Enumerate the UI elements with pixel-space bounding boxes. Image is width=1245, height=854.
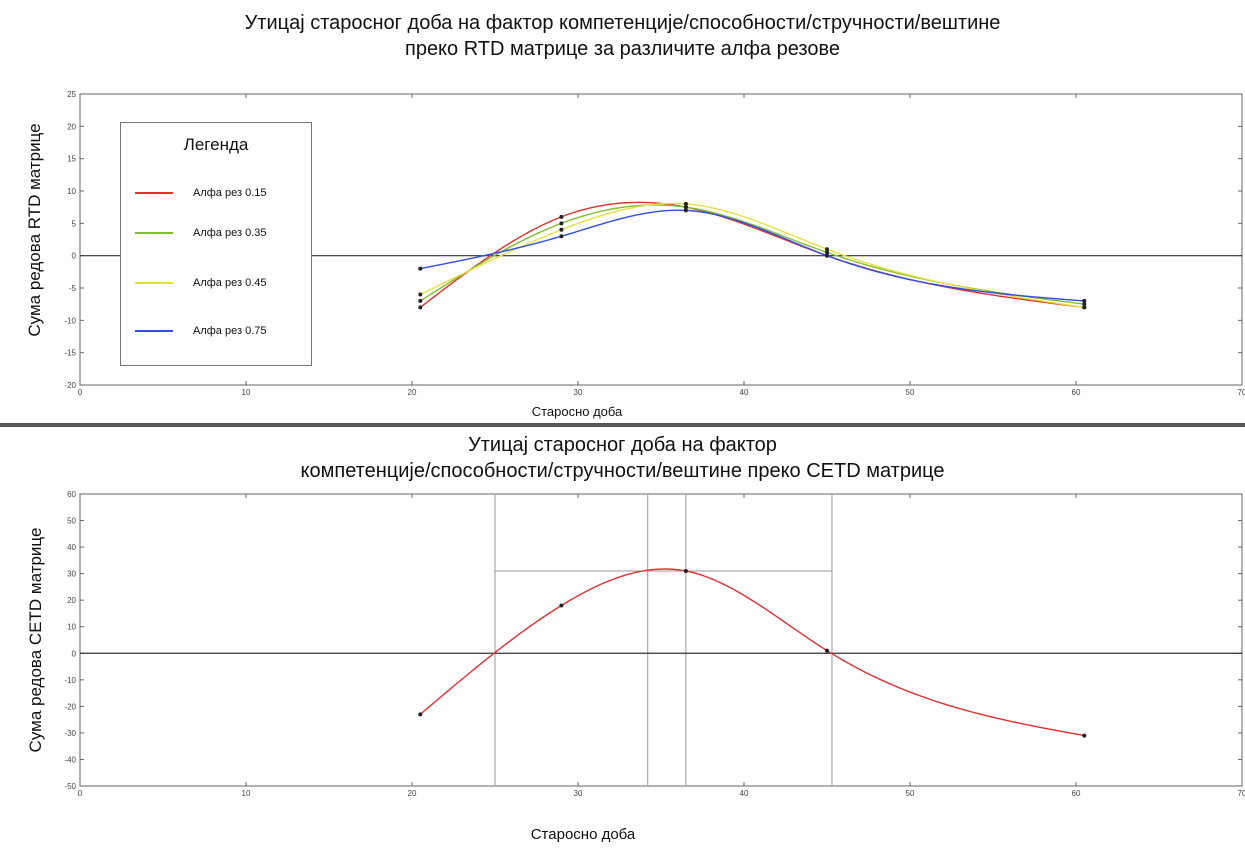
chart1-series-3-point-1 [559,234,564,239]
chart2-plot-frame [79,493,1243,787]
chart1-series-0-point-0 [418,305,423,310]
chart2-series-0-point-4 [1082,733,1087,738]
chart1-series-3-point-4 [1082,298,1087,303]
chart1-series-3-point-2 [683,208,688,213]
chart1-legend: Легенда Алфа рез 0.15 Алфа рез 0.35 Алфа… [120,122,312,366]
chart1-series-1-point-3 [825,250,829,255]
legend-item-3: Алфа рез 0.75 [135,323,305,339]
chart1-series-1-point-4 [1082,302,1087,307]
chart1-series-2-point-2 [683,201,688,206]
chart2-ytick-label: 40 [67,543,76,552]
chart1-ytick-label: 0 [72,252,77,261]
legend-swatch-2 [135,282,173,284]
chart2-series-0-point-2 [683,568,688,573]
legend-swatch-0 [135,192,173,194]
chart2-title-line2: компетенције/способности/стручности/вешт… [300,460,945,482]
chart1-ytick-label: -15 [64,349,76,358]
chart1-series-1-point-1 [559,221,564,226]
chart1-title-line2: преко RTD матрице за различите алфа резо… [404,38,841,60]
chart1-series-1-point-2 [683,205,688,210]
chart1-series-line-0 [419,201,1085,309]
legend-label-3: Алфа рез 0.75 [193,325,267,337]
chart1-series-line-3 [420,209,1085,302]
chart1-series-1-point-0 [418,298,423,303]
legend-swatch-1 [135,232,173,234]
legend-label-1: Алфа рез 0.35 [193,227,267,239]
chart2-series-line-0 [419,568,1085,737]
legend-item-0: Алфа рез 0.15 [135,185,305,201]
chart2-series-0-point-1 [559,603,564,608]
chart2-ytick-label: -40 [64,755,76,764]
chart2-ytick-label: 50 [67,517,76,526]
chart1-xtick-label: 50 [906,388,915,397]
chart1-series-0-point-1 [559,214,564,219]
chart2-ytick-label: 20 [67,596,76,605]
chart1-title-line1: Утицај старосног доба на фактор компетен… [244,12,1001,34]
chart1-ytick-label: 5 [72,219,77,228]
chart1-plot-frame [79,93,1243,386]
chart2-xtick-label: 60 [1072,789,1081,798]
legend-label-0: Алфа рез 0.15 [193,187,267,199]
chart1-xtick-label: 40 [740,388,749,397]
chart2-series-0-point-0 [418,712,423,717]
chart2-xtick-label: 30 [574,789,583,798]
chart1-ytick-label: 10 [67,187,76,196]
chart2-ytick-label: -30 [64,729,76,738]
chart2-ytick-label: -10 [64,676,76,685]
chart2-ytick-label: -20 [64,702,76,711]
chart1-series-line-2 [419,202,1085,309]
chart2-series-0-point-3 [825,648,829,653]
chart1-series-2-point-4 [1082,305,1087,310]
chart1-ytick-label: 20 [67,122,76,131]
chart1-series-2-point-1 [559,227,564,232]
chart2-ytick-label: 30 [67,570,76,579]
chart1-series-3-point-0 [418,266,423,271]
chart2-xtick-label: 40 [740,789,749,798]
chart2-ytick-label: 60 [67,490,76,499]
chart1-series-2-point-3 [825,247,829,252]
chart2-xtick-label: 70 [1238,789,1245,798]
chart2-xlabel: Старосно доба [530,826,636,843]
chart1-ytick-label: 15 [67,155,76,164]
chart1-xtick-label: 10 [242,388,251,397]
legend-title: Легенда [183,135,249,154]
chart1-xtick-label: 60 [1072,388,1081,397]
chart1-xtick-label: 0 [78,388,83,397]
chart1-xtick-label: 70 [1238,388,1245,397]
chart2-ytick-label: -50 [64,782,76,791]
legend-label-2: Алфа рез 0.45 [193,277,267,289]
chart2-title-line1: Утицај старосног доба на фактор [468,434,777,456]
legend-item-2: Алфа рез 0.45 [135,275,305,291]
chart1-ytick-label: -5 [69,284,77,293]
chart1-ytick-label: -10 [64,316,76,325]
chart1-xlabel: Старосно доба [531,404,623,419]
panel-divider [0,423,1245,427]
chart2-ytick-label: 10 [67,623,76,632]
chart2-xtick-label: 10 [242,789,251,798]
chart1-series-3-point-3 [825,253,829,258]
chart2-xtick-label: 20 [408,789,417,798]
legend-swatch-3 [135,330,173,332]
chart2-xtick-label: 50 [906,789,915,798]
chart2-xtick-label: 0 [78,789,83,798]
chart1-xtick-label: 20 [408,388,417,397]
chart1-ytick-label: 25 [67,90,76,99]
chart1-xtick-label: 30 [574,388,583,397]
legend-item-1: Алфа рез 0.35 [135,225,305,241]
chart1-series-2-point-0 [418,292,423,297]
chart2-ytick-label: 0 [72,649,77,658]
chart1-ytick-label: -20 [64,381,76,390]
